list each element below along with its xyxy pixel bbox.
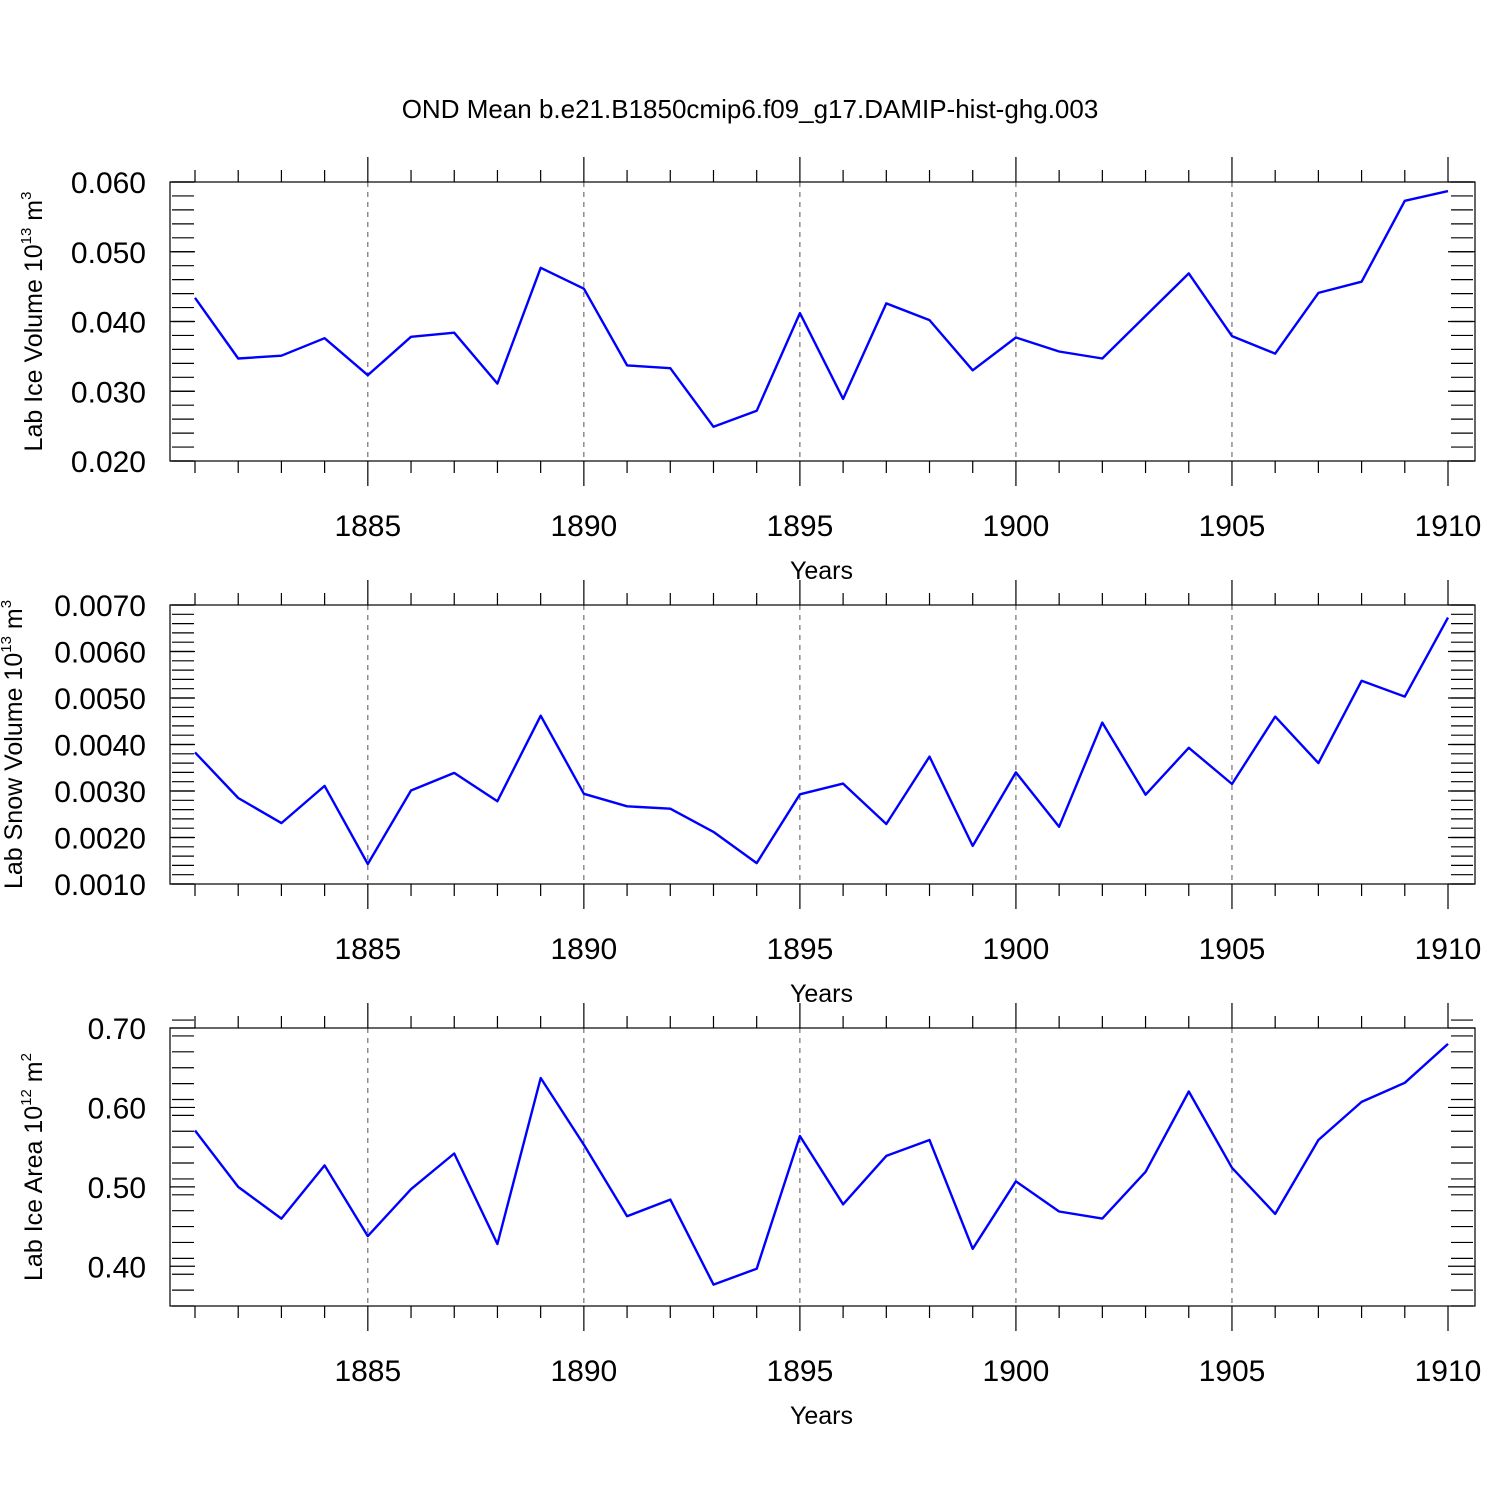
- panel-ice-volume: 1885 1890 1895 1900 1905 1910 0.020 0.030 0.040 0…: [18, 157, 1481, 585]
- chart-1-ytick-label: 0.0050: [54, 683, 146, 716]
- chart-0-xtick-label: 1885: [334, 510, 401, 543]
- chart-1-ytick-label: 0.0010: [54, 869, 146, 902]
- chart-0-ytick-label: 0.060: [71, 167, 146, 200]
- chart-title: OND Mean b.e21.B1850cmip6.f09_g17.DAMIP-…: [402, 94, 1099, 124]
- chart-1-ytick-label: 0.0040: [54, 730, 146, 763]
- chart-1-xtick-label: 1910: [1415, 933, 1482, 966]
- chart-2-xlabel: Years: [790, 1402, 853, 1430]
- chart-0-ytick-label: 0.040: [71, 307, 146, 340]
- chart-0-xtick-label: 1900: [983, 510, 1050, 543]
- chart-2-xtick-label: 1910: [1415, 1355, 1482, 1388]
- chart-1-xtick-label: 1900: [983, 933, 1050, 966]
- chart-1-ylabel: Lab Snow Volume 1013 m3: [0, 600, 28, 889]
- chart-1-xtick-label: 1905: [1199, 933, 1266, 966]
- chart-2-frame: [169, 1027, 1476, 1307]
- chart-2-xtick-label: 1890: [550, 1355, 617, 1388]
- panel-ice-area: 1885 1890 1895 1900 1905 1910 0.40 0.50 0.60 0.70…: [18, 1003, 1481, 1430]
- chart-0-xtick-label: 1890: [550, 510, 617, 543]
- chart-1-series-line-snow-volume: [194, 617, 1450, 866]
- chart-0-frame: [169, 181, 1476, 462]
- chart-2-ytick-label: 0.40: [88, 1251, 146, 1284]
- chart-1-ytick-label: 0.0060: [54, 637, 146, 670]
- chart-0-ylabel: Lab Ice Volume 1013 m3: [18, 192, 48, 452]
- chart-2-series-line-ice-area: [194, 1043, 1449, 1286]
- chart-2-ytick-label: 0.60: [88, 1092, 146, 1125]
- chart-2-xtick-label: 1895: [767, 1355, 834, 1388]
- chart-2-xtick-label: 1905: [1199, 1355, 1266, 1388]
- chart-2-xtick-label: 1900: [983, 1355, 1050, 1388]
- chart-1-xtick-label: 1890: [550, 933, 617, 966]
- chart-2-ytick-label: 0.70: [88, 1013, 146, 1046]
- chart-0-ytick-label: 0.020: [71, 446, 146, 479]
- chart-1-xtick-label: 1885: [334, 933, 401, 966]
- chart-2-ylabel: Lab Ice Area 1012 m2: [18, 1053, 48, 1281]
- chart-0-xtick-label: 1910: [1415, 510, 1482, 543]
- chart-1-frame: [169, 604, 1476, 885]
- chart-0-xtick-label: 1895: [767, 510, 834, 543]
- chart-0-ytick-label: 0.030: [71, 376, 146, 409]
- chart-1-ytick-label: 0.0020: [54, 823, 146, 856]
- chart-0-xtick-label: 1905: [1199, 510, 1266, 543]
- chart-1-ytick-label: 0.0070: [54, 590, 146, 623]
- chart-1-xtick-label: 1895: [767, 933, 834, 966]
- chart-0-series-line-ice-volume: [194, 189, 1449, 428]
- panel-snow-volume: 1885 1890 1895 1900 1905 1910 0.0010 0.0020 0.00…: [0, 580, 1481, 1008]
- chart-1-ytick-label: 0.0030: [54, 776, 146, 809]
- chart-2-ytick-label: 0.50: [88, 1172, 146, 1205]
- chart-2-xtick-label: 1885: [334, 1355, 401, 1388]
- chart-0-ytick-label: 0.050: [71, 237, 146, 270]
